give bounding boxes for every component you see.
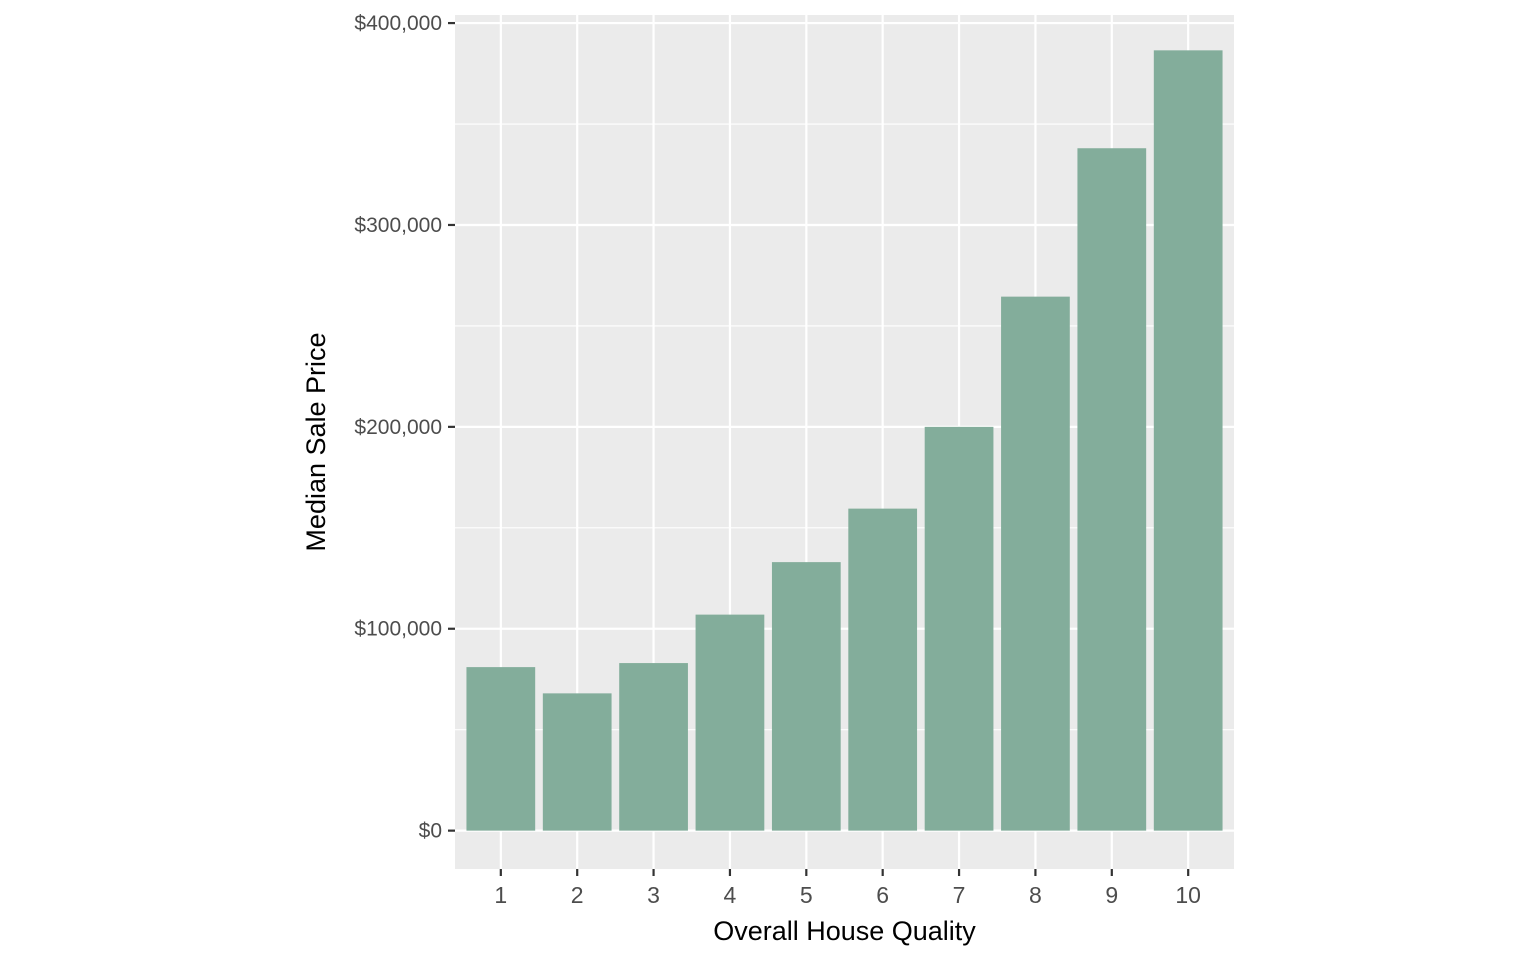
- y-axis: $0 $100,000 $200,000 $300,000 $400,000: [354, 12, 455, 843]
- bar-8: [1001, 296, 1070, 831]
- x-tick-label: 8: [1029, 882, 1042, 908]
- x-tick-label: 4: [724, 882, 737, 908]
- bar-2: [542, 693, 612, 831]
- x-axis: 1 2 3 4 5 6 7 8 9 10: [494, 869, 1201, 908]
- x-tick-label: 9: [1105, 882, 1118, 908]
- bar-7: [924, 426, 994, 831]
- y-tick-label: $100,000: [354, 618, 442, 641]
- x-tick-label: 5: [800, 882, 813, 908]
- x-tick-label: 2: [571, 882, 584, 908]
- x-tick-label: 3: [647, 882, 660, 908]
- bar-3: [619, 663, 688, 831]
- y-tick-label: $300,000: [354, 214, 442, 237]
- x-tick-label: 1: [494, 882, 507, 908]
- x-tick-label: 10: [1175, 882, 1201, 908]
- bar-5: [771, 562, 841, 831]
- bar-1: [466, 667, 536, 831]
- y-tick-label: $200,000: [354, 416, 442, 439]
- x-axis-title: Overall House Quality: [713, 916, 976, 946]
- y-tick-label: $0: [419, 820, 442, 843]
- bar-6: [848, 508, 918, 831]
- y-tick-label: $400,000: [354, 12, 442, 35]
- bar-10: [1153, 50, 1223, 831]
- x-tick-label: 7: [953, 882, 966, 908]
- y-axis-title: Median Sale Price: [301, 332, 331, 551]
- bar-9: [1077, 148, 1147, 831]
- bar-4: [695, 614, 765, 831]
- x-tick-label: 6: [876, 882, 889, 908]
- bars-group: [466, 50, 1223, 831]
